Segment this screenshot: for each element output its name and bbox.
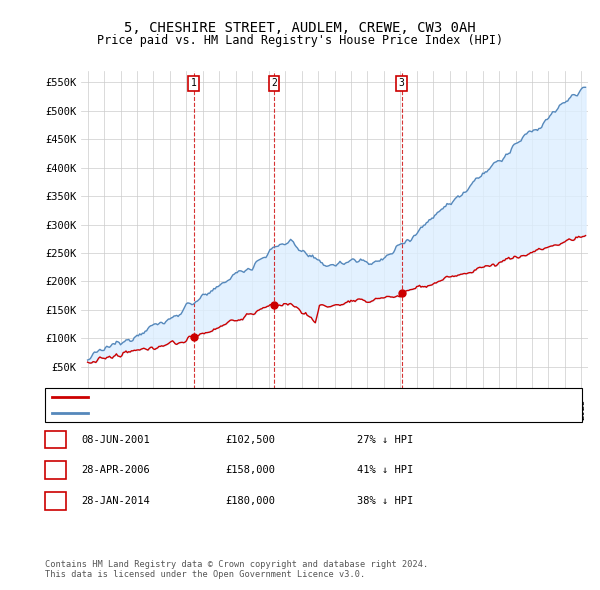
Text: £180,000: £180,000 (225, 496, 275, 506)
Text: £102,500: £102,500 (225, 435, 275, 444)
Text: 28-APR-2006: 28-APR-2006 (81, 466, 150, 475)
Text: Contains HM Land Registry data © Crown copyright and database right 2024.
This d: Contains HM Land Registry data © Crown c… (45, 560, 428, 579)
Text: 2: 2 (52, 466, 59, 475)
Text: £158,000: £158,000 (225, 466, 275, 475)
Text: HPI: Average price, detached house, Cheshire East: HPI: Average price, detached house, Ches… (94, 408, 400, 418)
Text: 08-JUN-2001: 08-JUN-2001 (81, 435, 150, 444)
Text: Price paid vs. HM Land Registry's House Price Index (HPI): Price paid vs. HM Land Registry's House … (97, 34, 503, 47)
Text: 28-JAN-2014: 28-JAN-2014 (81, 496, 150, 506)
Text: 5, CHESHIRE STREET, AUDLEM, CREWE, CW3 0AH (detached house): 5, CHESHIRE STREET, AUDLEM, CREWE, CW3 0… (94, 392, 463, 402)
Text: 3: 3 (399, 78, 404, 88)
Text: 38% ↓ HPI: 38% ↓ HPI (357, 496, 413, 506)
Text: 1: 1 (191, 78, 197, 88)
Text: 3: 3 (52, 496, 59, 506)
Text: 1: 1 (52, 435, 59, 444)
Text: 27% ↓ HPI: 27% ↓ HPI (357, 435, 413, 444)
Text: 2: 2 (271, 78, 277, 88)
Text: 5, CHESHIRE STREET, AUDLEM, CREWE, CW3 0AH: 5, CHESHIRE STREET, AUDLEM, CREWE, CW3 0… (124, 21, 476, 35)
Text: 41% ↓ HPI: 41% ↓ HPI (357, 466, 413, 475)
